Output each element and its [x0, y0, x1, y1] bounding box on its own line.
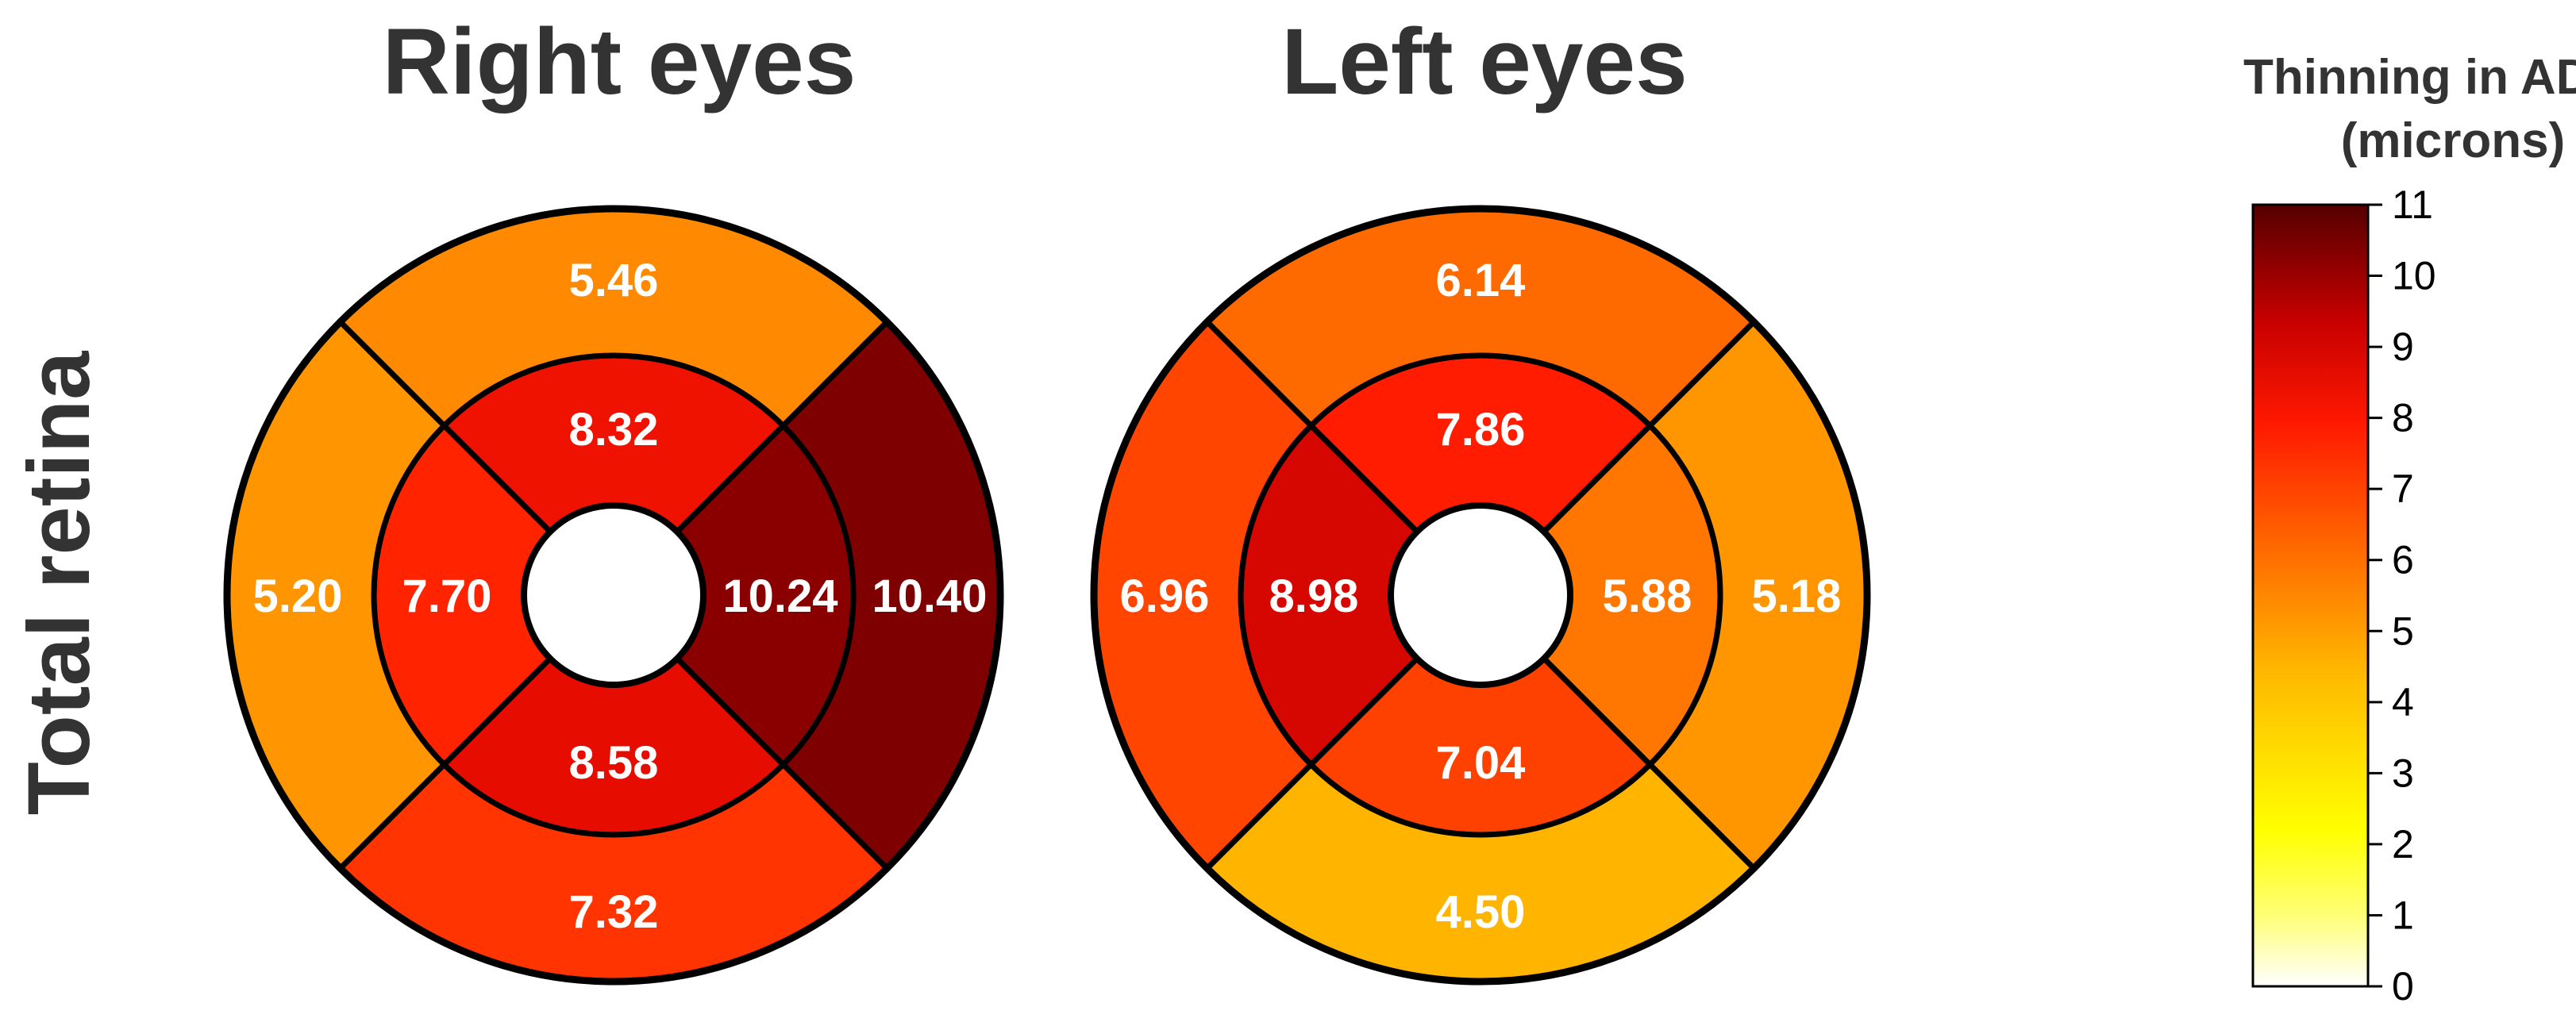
colorbar-tick-label: 10 [2392, 254, 2436, 298]
value-label-outer-nasal: 10.40 [872, 571, 987, 622]
colorbar-tick-label: 9 [2392, 325, 2414, 369]
value-label-inner-temporal: 5.88 [1603, 571, 1692, 622]
value-label-outer-superior: 5.46 [569, 255, 659, 306]
value-label-outer-superior: 6.14 [1436, 255, 1526, 306]
colorbar-tick-label: 7 [2392, 467, 2414, 511]
value-label-outer-temporal: 5.18 [1752, 571, 1842, 622]
value-label-inner-inferior: 8.58 [569, 737, 659, 789]
fovea-center [1388, 502, 1573, 688]
fovea-center [521, 502, 707, 688]
colorbar-tick-label: 8 [2392, 396, 2414, 440]
value-label-inner-inferior: 7.04 [1436, 737, 1526, 789]
value-label-outer-inferior: 4.50 [1436, 886, 1526, 938]
outer-ring-border [1090, 205, 1871, 986]
eye-chart-right: Right eyes 8.32 7.70 10.24 8.58 5.46 5.20 10.40… [223, 10, 1004, 986]
value-label-inner-temporal: 7.70 [402, 571, 492, 622]
colorbar-tick-label: 0 [2392, 964, 2414, 1009]
value-label-inner-superior: 7.86 [1436, 404, 1526, 455]
colorbar-tick-label: 4 [2392, 680, 2414, 724]
value-label-inner-superior: 8.32 [569, 404, 659, 455]
outer-ring-border [223, 205, 1004, 986]
eye-title: Left eyes [1281, 10, 1688, 114]
colorbar-gradient [2251, 203, 2370, 988]
colorbar-tick-label: 1 [2392, 893, 2414, 937]
colorbar-tick-label: 5 [2392, 609, 2414, 653]
colorbar-tick-label: 11 [2392, 183, 2433, 227]
colorbar-ticks: 0 1 2 3 4 5 6 7 8 9 10 11 [2368, 183, 2436, 1009]
value-label-inner-nasal: 8.98 [1269, 571, 1359, 622]
colorbar-title-line1: Thinning in ADHD [2243, 50, 2576, 105]
eye-chart-left: Left eyes 7.86 8.98 5.88 7.04 6.14 6.96 5.18 4.5… [1090, 10, 1871, 986]
row-label: Total retina [10, 351, 108, 816]
colorbar-tick-label: 3 [2392, 751, 2414, 795]
eye-title: Right eyes [383, 10, 857, 114]
value-label-outer-temporal: 5.20 [253, 571, 343, 622]
colorbar: Thinning in ADHD (microns) 0 1 2 3 4 5 6 7 8 9 10 1… [2243, 50, 2576, 1009]
eye-charts: Right eyes 8.32 7.70 10.24 8.58 5.46 5.20 10.40… [223, 10, 1871, 986]
value-label-inner-nasal: 10.24 [722, 571, 837, 622]
colorbar-tick-label: 6 [2392, 538, 2414, 582]
value-label-outer-nasal: 6.96 [1120, 571, 1210, 622]
colorbar-title-line2: (microns) [2341, 113, 2565, 168]
value-label-outer-inferior: 7.32 [569, 886, 659, 938]
colorbar-tick-label: 2 [2392, 822, 2414, 867]
